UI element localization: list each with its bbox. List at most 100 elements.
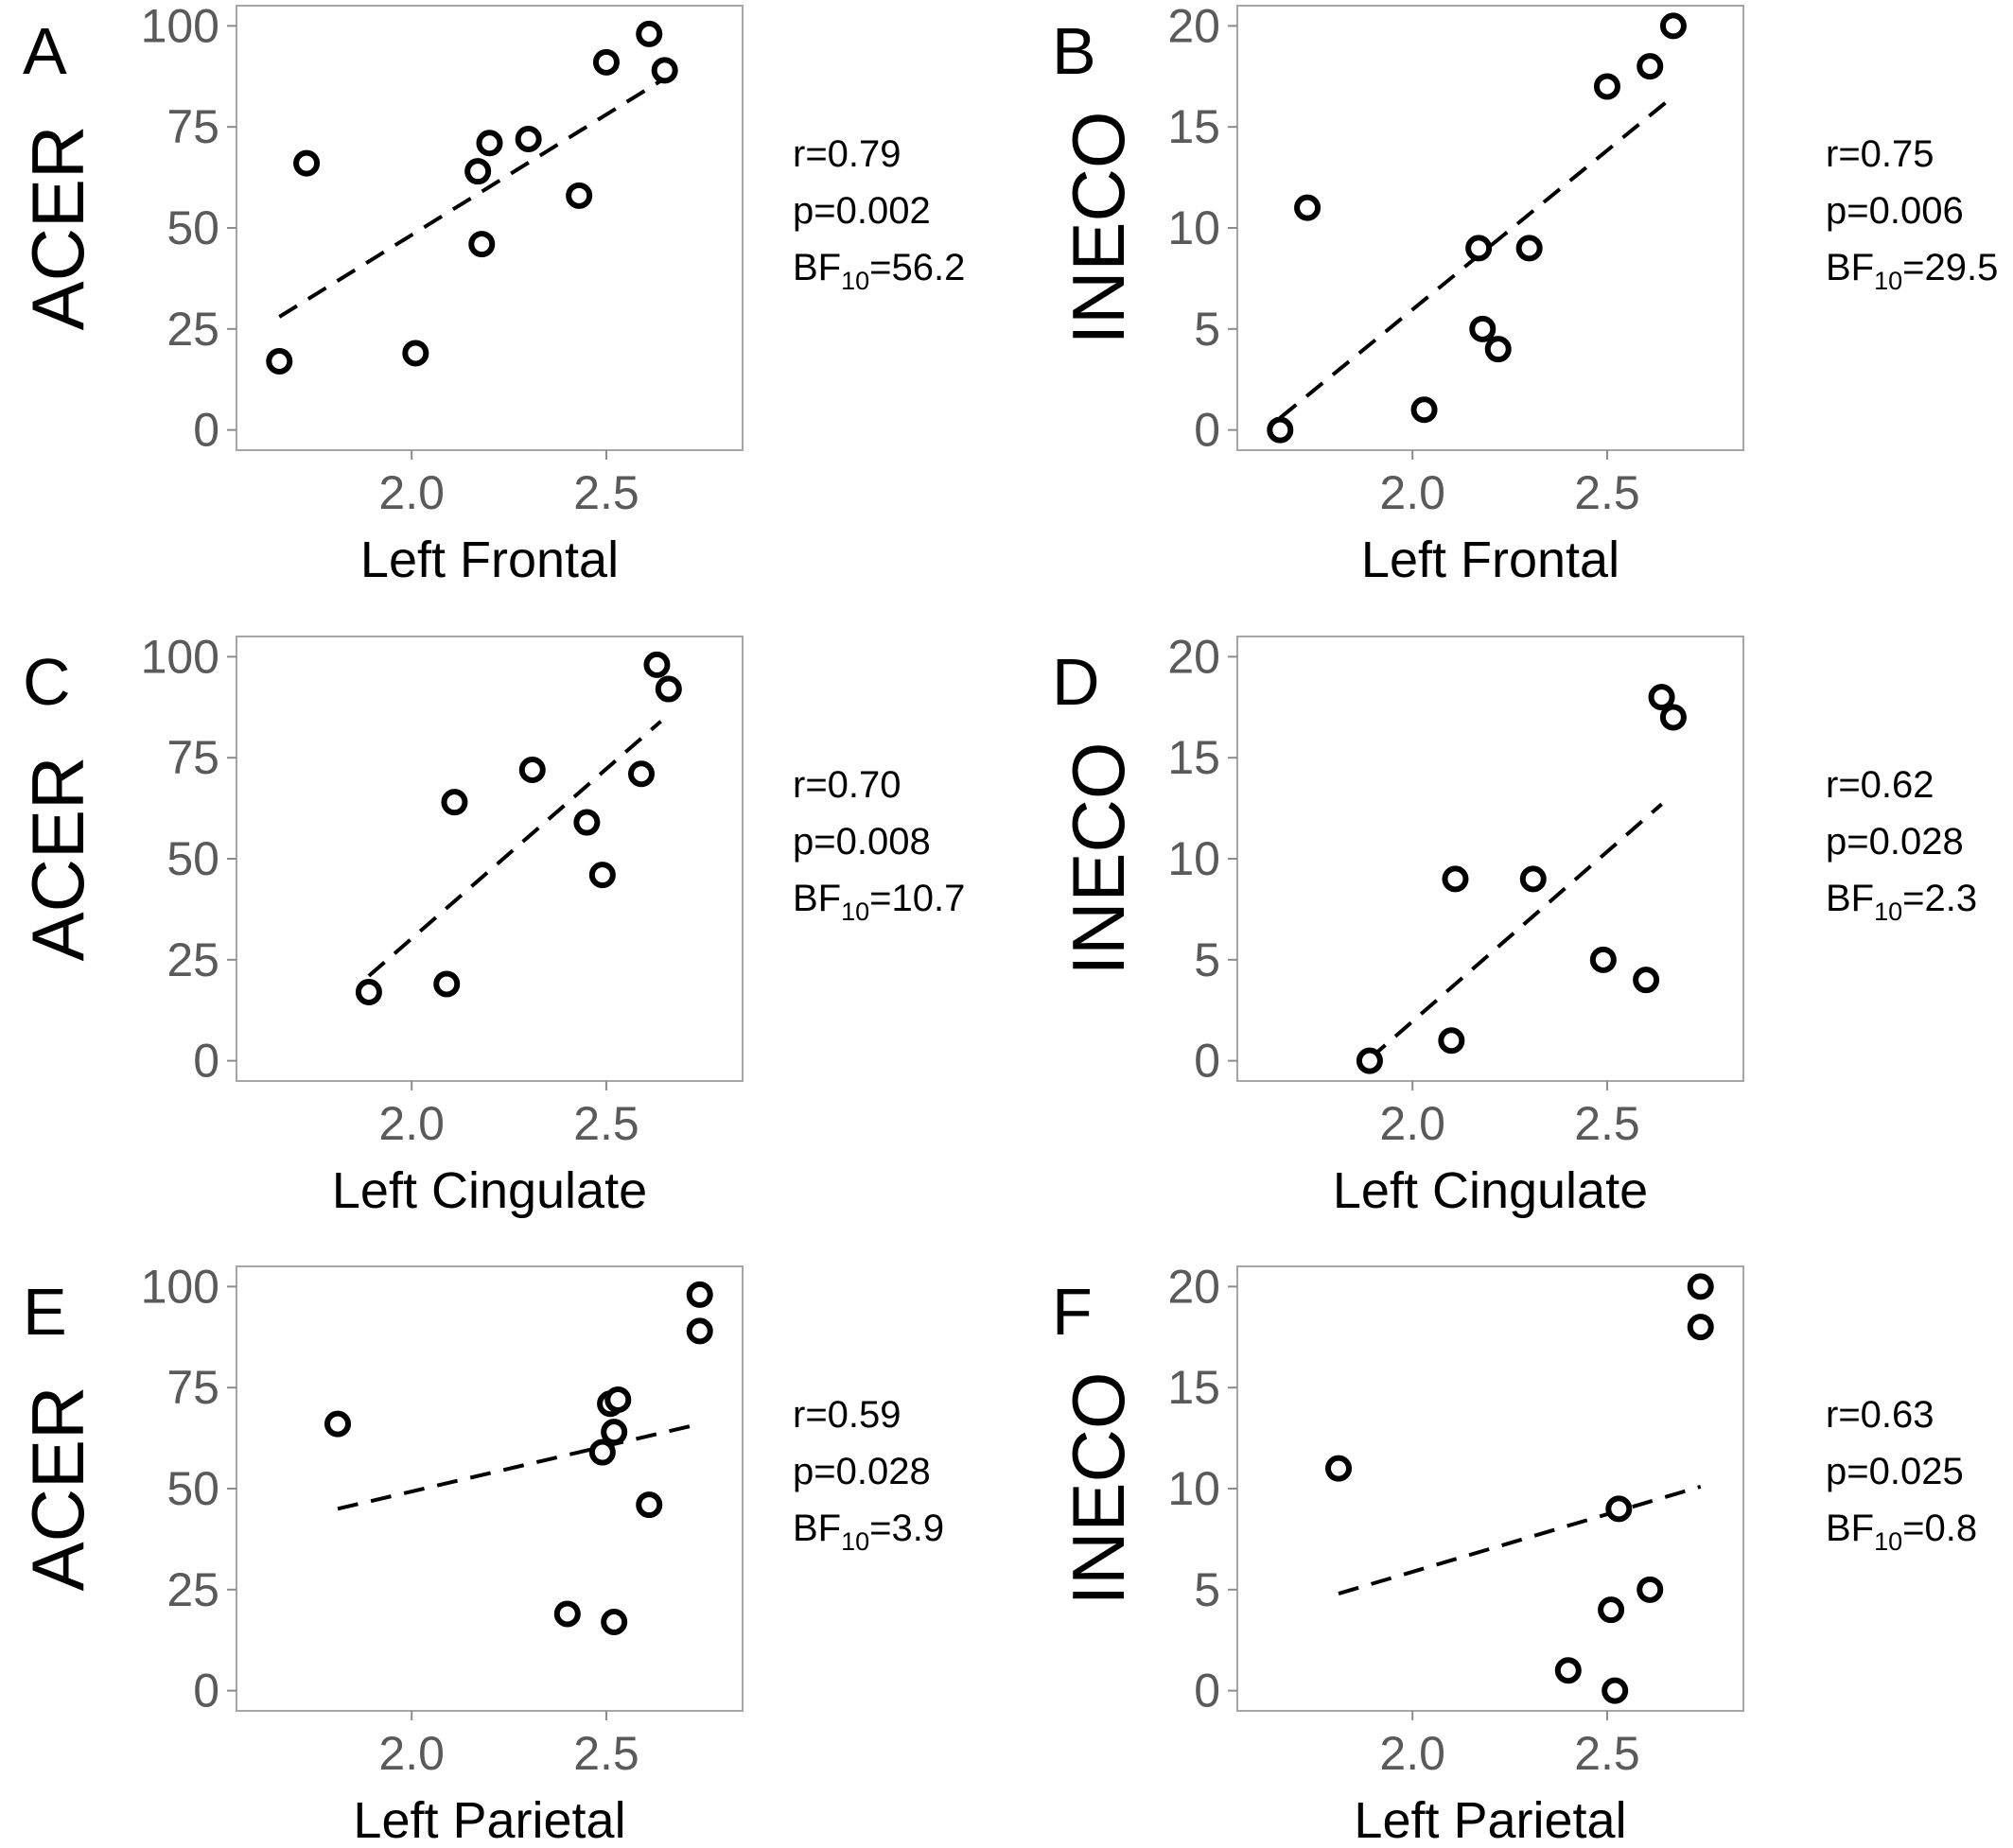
panel-letter: D xyxy=(1052,645,1100,719)
data-point xyxy=(1442,865,1469,893)
data-point xyxy=(1687,1314,1714,1341)
plot-frame xyxy=(1236,1265,1744,1712)
bf-prefix: BF xyxy=(1826,247,1874,288)
data-point xyxy=(686,1281,713,1308)
y-tick-label: 50 xyxy=(166,1462,219,1515)
y-tick-label: 20 xyxy=(1167,1260,1220,1313)
stat-p: p=0.028 xyxy=(793,1451,931,1492)
bf-value: =0.8 xyxy=(1902,1508,1977,1549)
y-tick-label: 25 xyxy=(166,933,219,986)
y-tick-label: 75 xyxy=(166,1361,219,1414)
data-point xyxy=(1469,315,1497,342)
data-point xyxy=(643,651,671,678)
bf-subscript: 10 xyxy=(1874,898,1902,926)
x-axis-title: Left Frontal xyxy=(1361,532,1619,588)
y-tick-label: 0 xyxy=(1194,1035,1220,1088)
panel-a: A 0 25 50 75 100 2.0 2.5 Left Frontal ACER r=0.79 p… xyxy=(16,0,965,588)
data-point xyxy=(293,149,321,177)
data-point xyxy=(1602,1677,1629,1704)
regression-line xyxy=(337,1421,701,1511)
data-point xyxy=(1637,53,1664,80)
data-point xyxy=(592,48,620,76)
stat-p: p=0.008 xyxy=(793,821,931,863)
data-point xyxy=(441,789,468,816)
stat-r: r=0.70 xyxy=(793,764,901,806)
stat-r: r=0.62 xyxy=(1826,764,1934,806)
data-point xyxy=(1515,235,1543,262)
panel-letter: B xyxy=(1052,14,1096,88)
panel-b: B 0 5 10 15 20 2.0 2.5 Left Frontal INECO r=0.75 p=… xyxy=(1052,0,1998,588)
y-tick-label: 20 xyxy=(1167,0,1220,52)
data-point xyxy=(468,231,496,258)
data-point xyxy=(1325,1455,1352,1482)
stat-bayes-factor: BF10=29.5 xyxy=(1826,247,1998,295)
bf-value: =3.9 xyxy=(869,1508,944,1549)
y-tick-label: 0 xyxy=(193,1035,219,1088)
data-point xyxy=(601,1609,628,1635)
panel-c: C 0 25 50 75 100 2.0 2.5 Left Cingulate ACER r=0.7… xyxy=(16,630,965,1219)
bf-prefix: BF xyxy=(793,1508,841,1549)
plot-frame xyxy=(1236,5,1744,451)
y-axis-title: ACER xyxy=(16,1386,99,1592)
data-point xyxy=(1659,704,1687,731)
panel-letter: A xyxy=(23,14,67,88)
y-axis-title: ACER xyxy=(16,757,99,962)
data-point xyxy=(1484,336,1512,363)
data-point xyxy=(636,1491,663,1519)
x-axis-title: Left Cingulate xyxy=(1333,1162,1648,1219)
bf-subscript: 10 xyxy=(841,898,869,926)
data-point xyxy=(1593,73,1620,100)
bf-prefix: BF xyxy=(1826,878,1874,919)
y-tick-label: 5 xyxy=(1194,933,1220,986)
regression-line xyxy=(278,77,666,319)
regression-line xyxy=(367,720,662,978)
stat-bayes-factor: BF10=3.9 xyxy=(793,1508,944,1556)
y-tick-label: 100 xyxy=(141,0,219,52)
x-tick-label: 2.5 xyxy=(1574,1727,1640,1780)
data-point xyxy=(573,809,601,836)
bf-prefix: BF xyxy=(1826,1508,1874,1549)
y-tick-label: 0 xyxy=(1194,1665,1220,1717)
bf-subscript: 10 xyxy=(841,267,869,295)
x-tick-label: 2.0 xyxy=(378,466,445,519)
data-point xyxy=(324,1410,351,1438)
bf-subscript: 10 xyxy=(1874,1527,1902,1556)
stat-r: r=0.75 xyxy=(1826,133,1934,175)
data-point xyxy=(1267,416,1294,444)
data-point xyxy=(1648,684,1675,711)
x-tick-label: 2.5 xyxy=(1574,1097,1640,1150)
plot-frame xyxy=(236,1265,744,1712)
data-point xyxy=(686,1317,713,1345)
y-tick-label: 15 xyxy=(1167,731,1220,784)
data-point xyxy=(1637,1576,1664,1603)
stat-bayes-factor: BF10=10.7 xyxy=(793,878,965,926)
bf-value: =2.3 xyxy=(1902,878,1977,919)
data-point xyxy=(518,757,546,783)
x-tick-label: 2.5 xyxy=(573,1727,639,1780)
data-point xyxy=(655,675,682,703)
data-point xyxy=(1633,967,1660,994)
data-point xyxy=(1589,946,1617,973)
regression-line xyxy=(1338,1484,1702,1596)
data-point xyxy=(1519,865,1547,893)
y-tick-label: 10 xyxy=(1167,832,1220,885)
y-tick-label: 5 xyxy=(1194,1563,1220,1616)
y-tick-label: 0 xyxy=(193,404,219,457)
data-point xyxy=(1598,1596,1625,1624)
y-tick-label: 5 xyxy=(1194,303,1220,356)
y-tick-label: 100 xyxy=(141,630,219,683)
panel-letter: E xyxy=(23,1275,67,1349)
y-tick-label: 10 xyxy=(1167,201,1220,254)
y-tick-label: 0 xyxy=(193,1665,219,1717)
y-tick-label: 75 xyxy=(166,100,219,153)
x-tick-label: 2.0 xyxy=(1379,466,1445,519)
data-point xyxy=(1356,1047,1383,1074)
stat-r: r=0.79 xyxy=(793,133,901,175)
data-point xyxy=(553,1600,581,1628)
x-tick-label: 2.0 xyxy=(1379,1727,1445,1780)
bf-value: =10.7 xyxy=(869,878,965,919)
x-axis-title: Left Parietal xyxy=(1354,1792,1626,1848)
data-point xyxy=(604,1386,632,1413)
bf-value: =56.2 xyxy=(869,247,965,288)
